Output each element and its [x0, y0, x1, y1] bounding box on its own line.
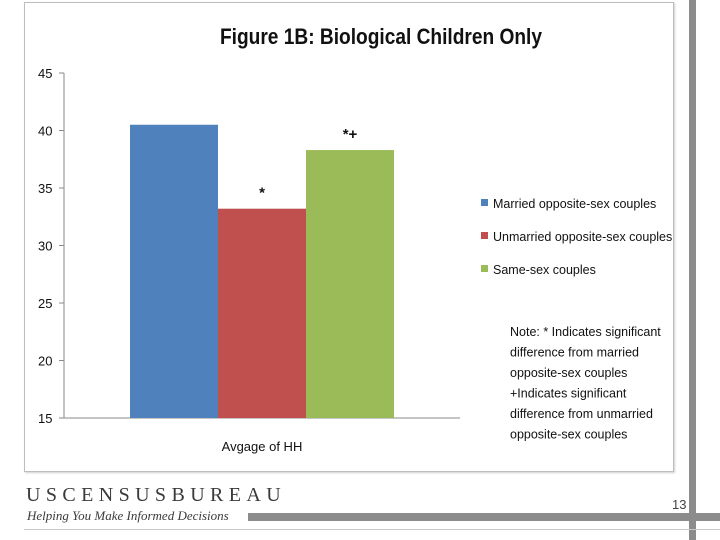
bar	[218, 208, 306, 418]
y-tick-label: 20	[38, 354, 52, 369]
note-line: Note: * Indicates significant	[510, 325, 661, 339]
legend-entry: Unmarried opposite-sex couples	[493, 230, 672, 244]
x-category-label: Avgage of HH	[222, 439, 303, 454]
bar	[306, 150, 394, 419]
legend: Married opposite-sex couples Unmarried op…	[481, 197, 672, 277]
brand-tagline: Helping You Make Informed Decisions	[27, 508, 229, 523]
census-bureau-logo-text: USCENSUSBUREAU	[26, 484, 287, 506]
bar-annotations: * *+	[259, 126, 357, 202]
significance-note: Note: * Indicates significant difference …	[510, 325, 661, 442]
note-line: opposite-sex couples	[510, 428, 627, 442]
note-line: opposite-sex couples	[510, 366, 627, 380]
legend-swatch	[481, 232, 488, 239]
bar-annotation: *	[259, 185, 265, 202]
y-axis: 15 20 25 30 35 40 45	[38, 66, 460, 426]
slide-number: 13	[672, 497, 687, 512]
right-edge-bar	[689, 0, 696, 540]
footer-bar	[248, 513, 720, 521]
note-line: difference from unmarried	[510, 407, 653, 421]
note-line: +Indicates significant	[510, 387, 627, 401]
bar	[130, 124, 218, 418]
note-line: difference from married	[510, 346, 639, 360]
bars	[130, 124, 394, 419]
legend-entry: Married opposite-sex couples	[493, 197, 656, 211]
y-tick-label: 45	[38, 66, 52, 81]
y-tick-label: 25	[38, 296, 52, 311]
bar-annotation: *+	[343, 126, 358, 143]
chart-title: Figure 1B: Biological Children Only	[220, 24, 543, 49]
legend-swatch	[481, 199, 488, 206]
y-tick-label: 35	[38, 181, 52, 196]
y-tick-label: 30	[38, 239, 52, 254]
y-tick-label: 15	[38, 411, 52, 426]
legend-swatch	[481, 265, 488, 272]
footer-rule	[24, 529, 720, 530]
y-tick-label: 40	[38, 124, 52, 139]
legend-entry: Same-sex couples	[493, 263, 596, 277]
